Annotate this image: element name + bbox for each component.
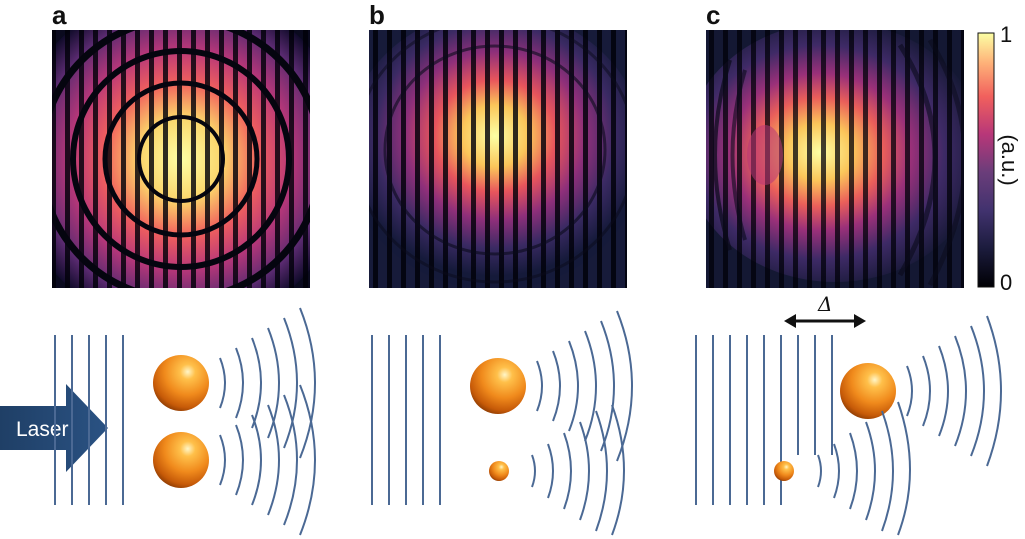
scattered-wavefronts-b-bottom — [531, 404, 625, 536]
particle-b-small — [489, 461, 509, 481]
delta-label: Δ — [817, 292, 832, 316]
scattered-wavefronts-a-bottom — [219, 384, 316, 536]
incident-wavefronts-b — [371, 335, 441, 505]
particle-c-large — [840, 363, 896, 419]
schematic-a — [54, 307, 316, 536]
colorbar: 1 0 (a.u.) — [977, 22, 1022, 295]
incident-wavefronts-c — [695, 335, 833, 505]
particle-b-large — [470, 358, 526, 414]
scattered-wavefronts-c-bottom — [817, 401, 911, 536]
colorbar-max-label: 1 — [1000, 22, 1012, 47]
intensity-map-c — [706, 30, 964, 288]
colorbar-min-label: 0 — [1000, 270, 1012, 295]
panel-b-label: b — [369, 0, 385, 30]
colorbar-gradient — [977, 32, 995, 288]
particle-a-bottom — [153, 432, 209, 488]
schematic-b — [371, 310, 633, 536]
scattered-wavefronts-b-top — [536, 310, 633, 462]
colorbar-unit-label: (a.u.) — [997, 134, 1022, 185]
intensity-map-b — [369, 30, 627, 288]
particle-a-top — [153, 355, 209, 411]
panel-a-label: a — [52, 0, 67, 30]
schematic-c: Δ — [695, 292, 1002, 536]
laser-label: Laser — [16, 418, 69, 441]
particle-c-small — [774, 461, 794, 481]
scattered-wavefronts-a-top — [219, 307, 316, 459]
incident-wavefronts-a — [54, 335, 124, 505]
delta-separation-arrow: Δ — [784, 292, 866, 328]
scattered-wavefronts-c-top — [906, 315, 1002, 467]
panel-c-label: c — [706, 0, 720, 30]
intensity-map-a — [52, 30, 310, 288]
